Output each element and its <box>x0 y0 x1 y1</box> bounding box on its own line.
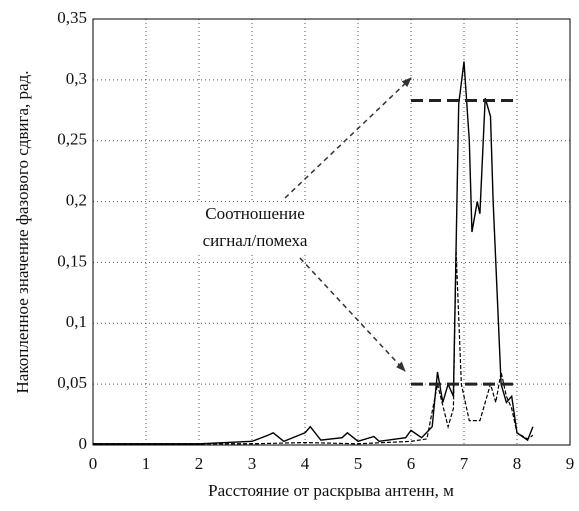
x-axis-label: Расстояние от раскрыва антенн, м <box>208 481 454 500</box>
x-tick-label: 8 <box>513 454 522 473</box>
x-tick-label: 0 <box>89 454 98 473</box>
x-tick-label: 7 <box>460 454 469 473</box>
series-line <box>93 250 534 445</box>
y-tick-label: 0,15 <box>57 251 87 270</box>
annotation: Соотношение <box>205 204 305 223</box>
x-tick-label: 5 <box>354 454 363 473</box>
annotation-box <box>176 202 334 254</box>
arrow <box>299 257 406 372</box>
x-tick-label: 2 <box>195 454 204 473</box>
annotation: сигнал/помеха <box>203 231 308 250</box>
y-tick-label: 0,25 <box>57 130 87 149</box>
y-tick-label: 0,05 <box>57 373 87 392</box>
plot-frame <box>92 18 571 446</box>
y-tick-label: 0,35 <box>57 8 87 27</box>
x-tick-label: 6 <box>407 454 416 473</box>
y-tick-label: 0,1 <box>66 312 87 331</box>
x-tick-label: 1 <box>142 454 151 473</box>
arrow <box>284 77 412 199</box>
x-tick-label: 4 <box>301 454 310 473</box>
y-tick-label: 0 <box>79 434 88 453</box>
y-axis-label: Накопленное значение фазового сдвига, ра… <box>13 71 32 394</box>
x-tick-label: 3 <box>248 454 257 473</box>
x-tick-label: 9 <box>566 454 575 473</box>
y-tick-label: 0,2 <box>66 190 87 209</box>
y-tick-label: 0,3 <box>66 69 87 88</box>
